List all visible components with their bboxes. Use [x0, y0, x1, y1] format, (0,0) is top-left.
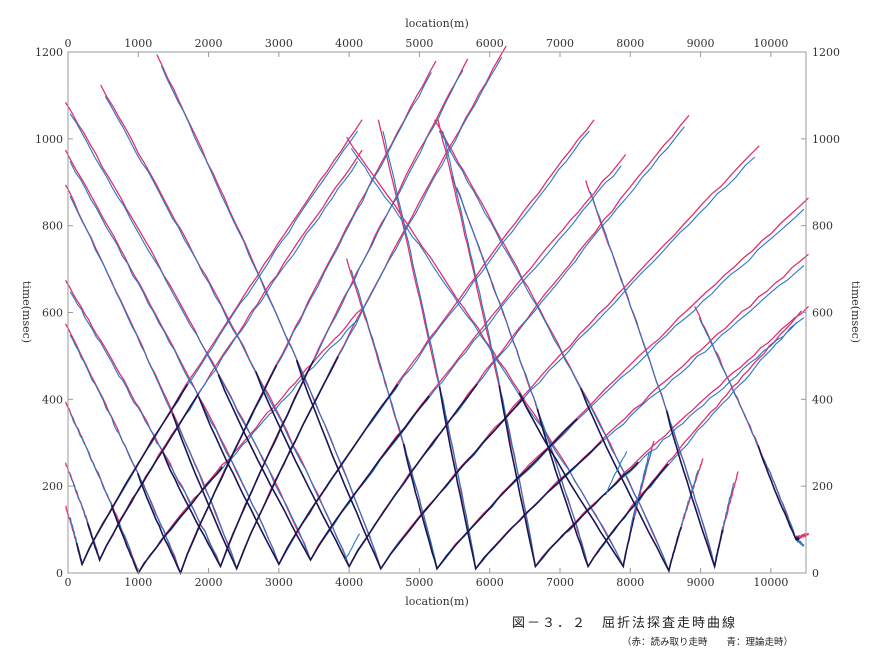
coincident-travel-time-curve [536, 408, 669, 569]
theoretical-travel-time-curve [69, 291, 222, 567]
coincident-travel-time-curve [75, 383, 189, 567]
theoretical-travel-time-curve [436, 208, 805, 570]
coincident-travel-time-curve [402, 418, 578, 571]
theoretical-travel-time-curve [69, 113, 312, 561]
short-travel-time-segment [605, 451, 628, 496]
bottom-x-axis-label: location(m) [405, 595, 469, 608]
x-tick-label: 3000 [265, 576, 293, 589]
theoretical-travel-time-curve [219, 69, 464, 567]
x-tick-label: 5000 [405, 37, 433, 50]
theoretical-travel-time-curve [310, 165, 622, 561]
x-tick-label: 6000 [476, 37, 504, 50]
figure-legend-note: （赤：読み取り走時 青：理論走時） [622, 637, 794, 648]
x-tick-label: 8000 [616, 37, 644, 50]
coincident-travel-time-curve [295, 359, 525, 571]
theoretical-travel-time-curve [69, 334, 182, 574]
coincident-travel-time-curve [518, 392, 635, 569]
x-tick-label: 0 [65, 37, 72, 50]
y-tick-label: 400 [812, 393, 833, 406]
theoretical-travel-time-curve [382, 130, 477, 569]
theoretical-travel-time-curve [69, 412, 139, 574]
y-tick-label: 1000 [812, 133, 840, 146]
x-tick-label: 5000 [405, 576, 433, 589]
x-tick-label: 10000 [753, 37, 788, 50]
theoretical-travel-time-curve [456, 187, 589, 567]
theoretical-travel-time-curve [587, 321, 798, 567]
coincident-travel-time-curve [86, 393, 200, 563]
theoretical-travel-time-curve [69, 161, 280, 565]
theoretical-travel-time-curve [81, 130, 359, 565]
x-tick-label: 2000 [195, 576, 223, 589]
theoretical-travel-time-curve [589, 191, 716, 567]
y-tick-label: 600 [42, 307, 63, 320]
y-tick-label: 600 [812, 307, 833, 320]
plot-frame [67, 51, 807, 574]
y-tick-label: 0 [812, 567, 819, 580]
theoretical-travel-time-curve [69, 195, 238, 569]
short-travel-time-segment [345, 533, 361, 561]
x-tick-label: 3000 [265, 37, 293, 50]
left-y-axis-label: time(msec) [20, 281, 33, 343]
coincident-travel-time-curve [254, 371, 478, 569]
picked-travel-time-curve [179, 60, 437, 574]
short-travel-time-segment [629, 451, 652, 530]
y-tick-label: 1200 [35, 46, 63, 59]
theoretical-travel-time-curve [350, 148, 624, 567]
x-tick-label: 1000 [124, 37, 152, 50]
coincident-travel-time-curve [580, 387, 682, 574]
x-tick-label: 6000 [476, 576, 504, 589]
theoretical-travel-time-curve [442, 130, 536, 567]
x-tick-label: 2000 [195, 37, 223, 50]
y-tick-label: 400 [42, 393, 63, 406]
y-tick-label: 800 [812, 220, 833, 233]
picked-travel-time-curve [236, 45, 507, 569]
theoretical-travel-time-curve [698, 317, 797, 539]
picked-travel-time-curve [348, 114, 690, 567]
right-y-axis-label: time(msec) [849, 281, 862, 343]
x-tick-label: 8000 [616, 576, 644, 589]
x-tick-label: 9000 [687, 576, 715, 589]
coincident-travel-time-curve [110, 466, 224, 575]
top-x-axis-label: location(m) [405, 17, 469, 30]
theoretical-travel-time-curve [160, 65, 382, 569]
coincident-travel-time-curve [161, 360, 315, 569]
x-tick-label: 7000 [546, 37, 574, 50]
theoretical-travel-time-curve [104, 96, 350, 567]
theoretical-travel-time-curve [438, 130, 670, 571]
coincident-travel-time-curve [197, 383, 399, 567]
coincident-travel-time-curve [171, 356, 339, 571]
y-tick-label: 200 [812, 480, 833, 493]
series-layer [64, 45, 810, 576]
x-tick-label: 0 [65, 576, 72, 589]
x-tick-label: 7000 [546, 576, 574, 589]
x-tick-label: 10000 [753, 576, 788, 589]
coincident-travel-time-curve [757, 445, 801, 542]
y-tick-label: 200 [42, 480, 63, 493]
y-tick-label: 800 [42, 220, 63, 233]
y-tick-label: 1200 [812, 46, 840, 59]
x-tick-label: 4000 [335, 576, 363, 589]
picked-travel-time-curve [309, 154, 627, 561]
coincident-travel-time-curve [438, 386, 602, 571]
figure-caption: 図－３．２ 屈折法探査走時曲線 [512, 616, 738, 631]
coincident-travel-time-curve [665, 410, 724, 570]
y-tick-label: 1000 [35, 133, 63, 146]
picked-travel-time-curve [587, 310, 802, 567]
theoretical-travel-time-curve [475, 265, 805, 570]
coincident-travel-time-curve [498, 385, 639, 569]
x-tick-label: 1000 [124, 576, 152, 589]
axis-layer: 0010001000200020003000300040004000500050… [35, 37, 840, 589]
x-tick-label: 4000 [335, 37, 363, 50]
picked-travel-time-curve [219, 58, 469, 567]
y-tick-label: 0 [56, 567, 63, 580]
x-tick-label: 9000 [687, 37, 715, 50]
coincident-travel-time-curve [217, 374, 430, 562]
